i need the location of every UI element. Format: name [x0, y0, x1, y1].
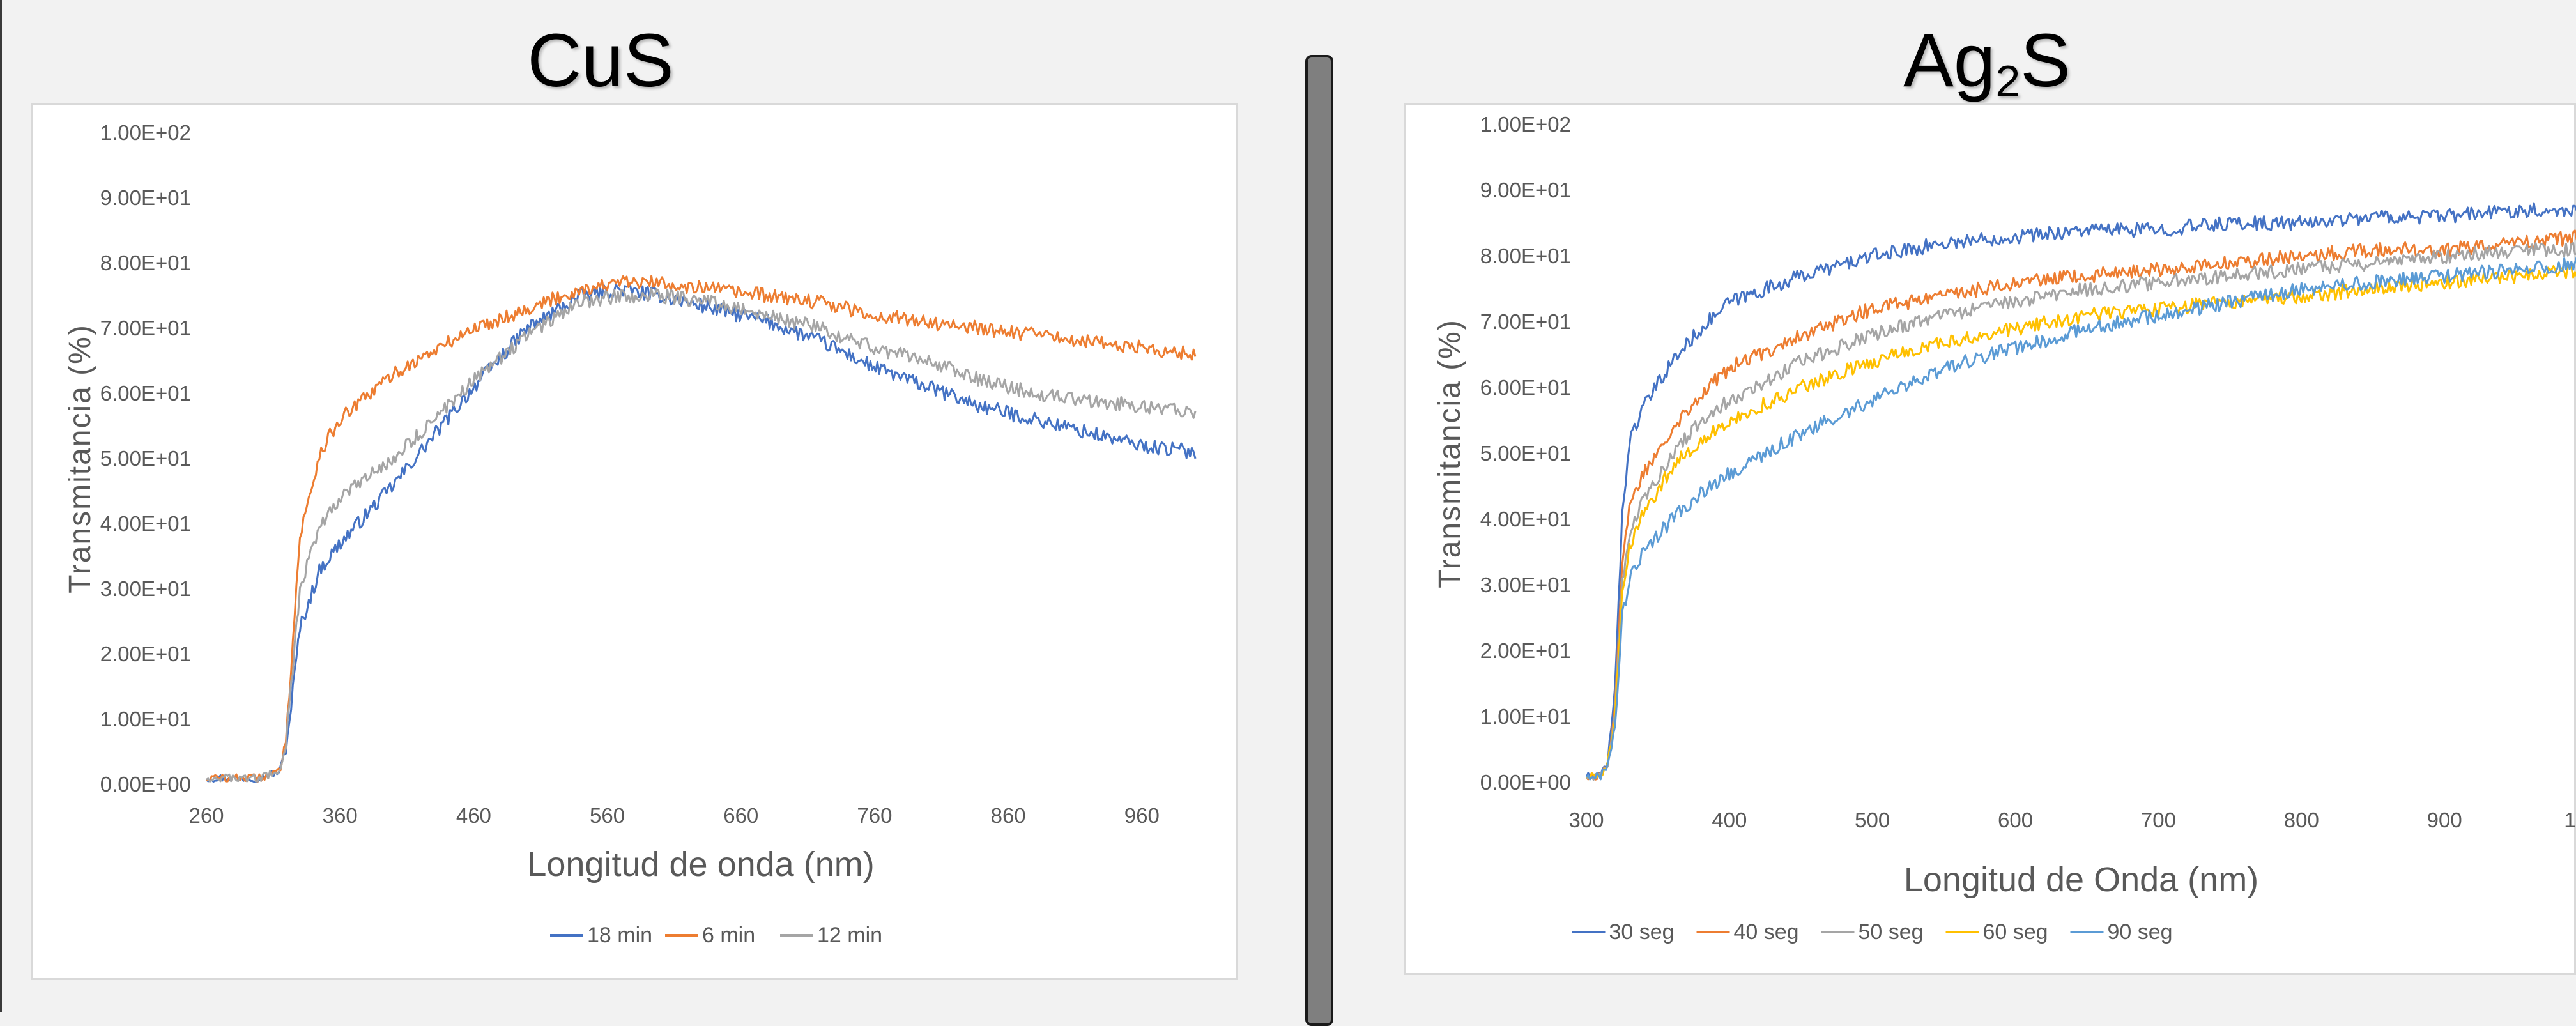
ag2s-panel-title: Ag2S — [1846, 23, 2128, 103]
cus-y-axis-label: Transmitancia (%) — [63, 324, 97, 593]
ag2s-legend-label: 90 seg — [2108, 920, 2173, 944]
ag2s-y-tick-label: 9.00E+01 — [1480, 178, 1571, 202]
ag2s-y-tick-label: 3.00E+01 — [1480, 573, 1571, 597]
cus-y-tick-label: 1.00E+02 — [100, 121, 191, 144]
ag2s-title-tail: S — [2020, 19, 2071, 103]
cus-legend-label: 18 min — [587, 923, 652, 947]
ag2s-y-tick-label: 6.00E+01 — [1480, 376, 1571, 399]
cus-x-tick-label: 460 — [456, 804, 491, 827]
cus-y-tick-label: 6.00E+01 — [100, 381, 191, 405]
cus-legend-label: 6 min — [702, 923, 755, 947]
cus-y-tick-label: 4.00E+01 — [100, 512, 191, 535]
ag2s-legend-label: 40 seg — [1734, 920, 1799, 944]
ag2s-y-tick-label: 0.00E+00 — [1480, 770, 1571, 794]
ag2s-series-line — [1586, 264, 2576, 780]
ag2s-title-main: Ag — [1903, 19, 1996, 103]
cus-y-tick-label: 0.00E+00 — [100, 772, 191, 796]
ag2s-x-tick-label: 600 — [1998, 808, 2033, 832]
ag2s-y-axis-label: Transmitancia (%) — [1433, 319, 1467, 588]
ag2s-x-tick-label: 400 — [1712, 808, 1747, 832]
ag2s-chart: 0.00E+00 1.00E+01 2.00E+01 3.00E+01 4.00E+01… — [1433, 112, 2576, 944]
ag2s-y-tick-label: 2.00E+01 — [1480, 639, 1571, 662]
cus-y-tick-label: 8.00E+01 — [100, 251, 191, 275]
ag2s-title-subscript: 2 — [1995, 56, 2021, 106]
ag2s-y-tick-label: 4.00E+01 — [1480, 507, 1571, 531]
ag2s-legend-label: 60 seg — [1983, 920, 2048, 944]
ag2s-y-tick-label: 1.00E+02 — [1480, 112, 1571, 136]
panel-divider — [1305, 55, 1333, 1026]
cus-x-tick-label: 960 — [1124, 804, 1160, 827]
cus-chart-frame: 0.00E+00 1.00E+01 2.00E+01 3.00E+01 4.00E+01… — [31, 103, 1238, 980]
ag2s-y-tick-label: 7.00E+01 — [1480, 310, 1571, 333]
ag2s-x-tick-label: 800 — [2284, 808, 2319, 832]
cus-y-tick-label: 1.00E+01 — [100, 707, 191, 731]
cus-x-tick-label: 260 — [188, 804, 224, 827]
ag2s-y-tick-label: 8.00E+01 — [1480, 244, 1571, 268]
cus-x-axis-label: Longitud de onda (nm) — [527, 845, 874, 884]
ag2s-x-tick-label: 1000 — [2564, 808, 2576, 832]
cus-x-tick-label: 560 — [590, 804, 625, 827]
ag2s-series-line — [1585, 229, 2576, 781]
ag2s-legend-label: 50 seg — [1859, 920, 1924, 944]
ag2s-x-tick-label: 300 — [1568, 808, 1604, 832]
ag2s-chart-frame: 0.00E+00 1.00E+01 2.00E+01 3.00E+01 4.00E+01… — [1404, 103, 2576, 975]
cus-chart: 0.00E+00 1.00E+01 2.00E+01 3.00E+01 4.00E+01… — [63, 121, 1197, 947]
cus-series-line — [206, 283, 1197, 783]
cus-series-line — [206, 287, 1197, 783]
ag2s-series-group — [1585, 202, 2576, 781]
cus-y-tick-label: 5.00E+01 — [100, 447, 191, 470]
cus-x-tick-label: 660 — [723, 804, 758, 827]
ag2s-series-line — [1585, 256, 2576, 781]
cus-x-tick-label: 760 — [857, 804, 892, 827]
cus-series-group — [206, 275, 1197, 783]
cus-y-tick-label: 7.00E+01 — [100, 316, 191, 340]
cus-legend-label: 12 min — [817, 923, 882, 947]
ag2s-x-tick-label: 700 — [2141, 808, 2176, 832]
cus-y-tick-label: 3.00E+01 — [100, 577, 191, 601]
cus-series-line — [206, 275, 1197, 783]
ag2s-series-line — [1585, 202, 2576, 779]
cus-y-tick-label: 9.00E+01 — [100, 186, 191, 210]
ag2s-x-axis-label: Longitud de Onda (nm) — [1904, 861, 2258, 899]
cus-title-text: CuS — [527, 19, 674, 103]
cus-y-tick-label: 2.00E+01 — [100, 642, 191, 666]
ag2s-legend-label: 30 seg — [1609, 920, 1675, 944]
ag2s-x-tick-label: 500 — [1855, 808, 1890, 832]
window-left-edge — [0, 0, 2, 1012]
cus-x-tick-label: 360 — [323, 804, 358, 827]
cus-panel-title: CuS — [486, 23, 716, 98]
ag2s-y-tick-label: 5.00E+01 — [1480, 441, 1571, 465]
ag2s-x-tick-label: 900 — [2427, 808, 2462, 832]
ag2s-series-line — [1586, 241, 2576, 781]
ag2s-y-tick-label: 1.00E+01 — [1480, 705, 1571, 728]
cus-x-tick-label: 860 — [991, 804, 1026, 827]
